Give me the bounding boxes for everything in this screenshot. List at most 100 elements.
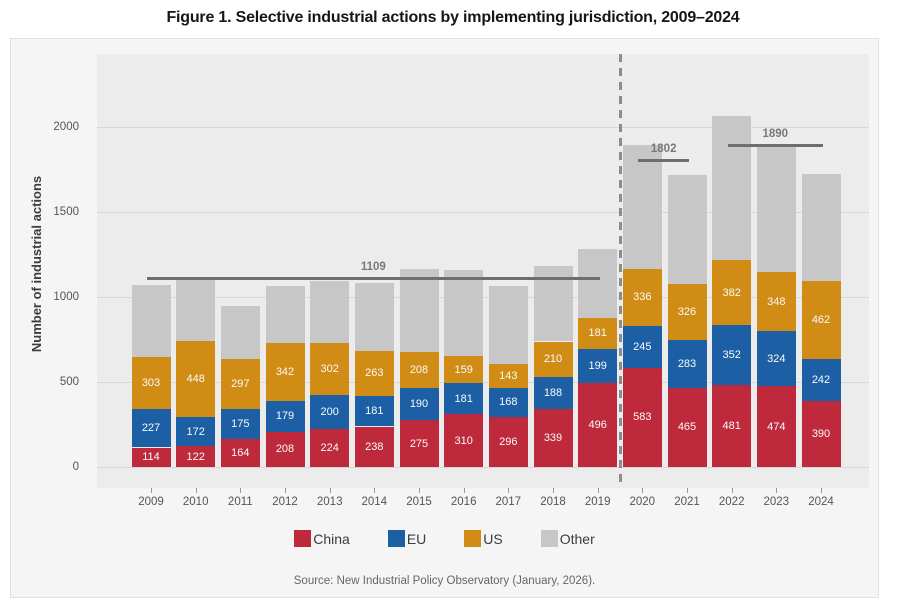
bar-2015-china-segment (399, 420, 439, 467)
x-tick-label-2016: 2016 (450, 496, 477, 508)
bar-2018-eu-value: 188 (543, 387, 563, 400)
bar-2021-eu-value: 283 (677, 357, 697, 370)
average-line-label-1890: 1890 (762, 127, 789, 140)
x-tick-mark-2009 (151, 488, 152, 493)
bar-2024-us-value: 462 (811, 314, 831, 327)
bar-2020-china-value: 583 (633, 411, 652, 424)
chart-card: Number of industrial actions 114 227 303 12… (10, 38, 879, 598)
x-tick-label-2021: 2021 (674, 496, 700, 508)
x-tick-label-2009: 2009 (138, 496, 164, 508)
bar-2023-other-segment (756, 145, 796, 272)
bar-2020-us-value: 336 (633, 291, 652, 304)
x-tick-mark-2023 (776, 488, 778, 493)
bar-2024-china-value: 390 (811, 427, 831, 440)
bar-2020-china-segment (622, 367, 662, 467)
average-line-1802 (638, 158, 689, 162)
bar-2021-eu-segment (667, 339, 707, 388)
bar-2024-eu-value: 242 (811, 374, 831, 386)
x-tick-mark-2013 (329, 488, 331, 493)
bar-2013-eu-value: 200 (320, 405, 339, 418)
bar-2016-other-segment (444, 270, 484, 357)
bar-2009-us-segment (131, 357, 171, 409)
bar-2010-other-segment (176, 279, 216, 341)
bar-2017-other-segment (488, 285, 528, 364)
bar-2010-china-value: 122 (186, 450, 205, 463)
y-tick-label-1500: 1500 (53, 205, 79, 218)
bar-2022-us-segment (712, 260, 752, 326)
bar-2022-eu-segment (712, 325, 752, 386)
bar-2011-eu-value: 175 (231, 418, 250, 431)
bar-2017-eu-segment (488, 388, 528, 417)
bar-2021-china-segment (667, 387, 707, 467)
legend-item-eu: EU (387, 530, 426, 547)
bar-2013-us-value: 302 (320, 363, 339, 376)
bar-2016-eu-segment (444, 383, 484, 415)
bar-2011-eu-segment (220, 409, 260, 440)
y-tick-label-2000: 2000 (53, 120, 79, 133)
bar-2010-us-value: 448 (186, 372, 205, 385)
bar-2023-eu-value: 324 (767, 352, 786, 365)
bar-2011-us-value: 297 (231, 378, 250, 390)
bar-2015-other-segment (399, 268, 439, 353)
x-tick-label-2010: 2010 (182, 496, 209, 508)
legend-item-china: China (294, 530, 350, 547)
bar-2019-us-value: 181 (588, 327, 607, 340)
bar-2011-other-segment (220, 306, 260, 359)
bar-2016-eu-value: 181 (454, 392, 473, 405)
bar-2012-eu-value: 179 (275, 410, 295, 423)
legend-swatch-eu (387, 530, 405, 547)
average-line-label-1802: 1802 (650, 142, 677, 155)
bar-2019-eu-value: 199 (588, 359, 607, 372)
bar-2021-china-value: 465 (677, 421, 697, 434)
bar-2012-eu-segment (265, 401, 305, 432)
bar-2020-us-segment (622, 268, 662, 326)
legend-item-other: Other (540, 530, 595, 547)
legend-label-china: China (313, 530, 350, 547)
legend-label-other: Other (559, 530, 595, 547)
bar-2013-eu-segment (310, 394, 350, 429)
x-tick-label-2024: 2024 (808, 496, 834, 508)
bar-2016-china-value: 310 (454, 434, 473, 447)
bar-2021-us-value: 326 (677, 305, 697, 318)
bar-2011-china-segment (220, 439, 260, 467)
x-tick-mark-2019 (597, 488, 599, 493)
bar-2017-china-value: 296 (499, 435, 518, 448)
bar-2023-us-value: 348 (767, 295, 786, 308)
bar-2009-eu-segment (131, 408, 171, 448)
bar-2012-china-segment (265, 431, 305, 467)
bar-2019-other-segment (578, 249, 618, 318)
bar-2019-eu-segment (578, 348, 618, 383)
bar-2016-us-value: 159 (454, 363, 473, 376)
bar-2011-china-value: 164 (231, 447, 250, 459)
bar-2020-eu-segment (622, 326, 662, 368)
x-tick-label-2020: 2020 (629, 496, 656, 508)
bar-2015-china-value: 275 (409, 437, 429, 450)
bar-2019-china-segment (578, 382, 618, 467)
bar-2015-us-segment (399, 352, 439, 388)
bar-2016-us-segment (444, 356, 484, 384)
x-tick-mark-2018 (553, 488, 554, 493)
bar-2019-us-segment (578, 317, 618, 349)
x-tick-mark-2011 (240, 488, 242, 493)
bar-2013-us-segment (310, 343, 350, 395)
bar-2023-china-value: 474 (767, 420, 786, 433)
x-tick-label-2019: 2019 (584, 496, 611, 508)
bar-2010-eu-value: 172 (186, 425, 205, 438)
x-tick-mark-2017 (508, 488, 510, 493)
x-tick-label-2015: 2015 (406, 496, 432, 508)
bar-2012-china-value: 208 (275, 443, 295, 456)
y-tick-label-500: 500 (59, 375, 79, 388)
average-line-1890 (727, 143, 823, 147)
bar-2022-other-segment (712, 115, 752, 261)
bar-2014-eu-segment (354, 395, 394, 427)
gridline-1500 (97, 211, 869, 213)
bar-2009-other-segment (131, 284, 171, 358)
plot-panel: 114 227 303 122 172 448 164 175 297 208 179 342 224 2… (97, 54, 869, 488)
bar-2013-china-segment (310, 428, 350, 467)
x-tick-label-2023: 2023 (763, 496, 790, 508)
bar-2020-eu-value: 245 (633, 340, 652, 353)
bar-2009-china-value: 114 (142, 451, 160, 464)
y-tick-label-1000: 1000 (53, 290, 79, 303)
bar-2014-other-segment (354, 283, 394, 351)
x-tick-mark-2014 (374, 488, 376, 493)
